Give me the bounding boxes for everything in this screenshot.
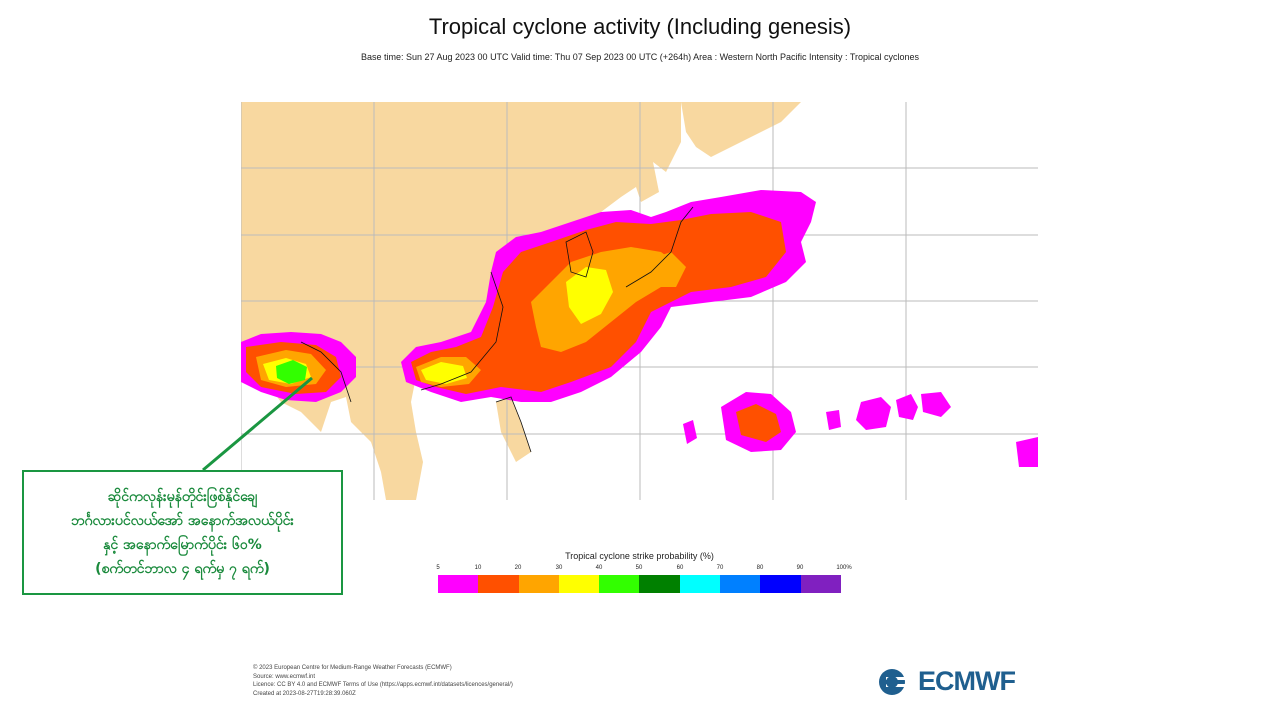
legend-tick: 90: [796, 565, 804, 571]
legend-tick: 5: [436, 565, 440, 571]
legend-swatch: [639, 575, 680, 593]
chart-subtitle: Base time: Sun 27 Aug 2023 00 UTC Valid …: [360, 52, 920, 62]
chart-title: Tropical cyclone activity (Including gen…: [428, 14, 852, 39]
legend-swatch: [599, 575, 640, 593]
land-northeast: [681, 102, 801, 157]
legend-tick: 80: [756, 565, 764, 571]
legend-swatch: [720, 575, 761, 593]
legend-tick: 100%: [836, 565, 852, 571]
annotation-line: နှင့် အနောက်မြောက်ပိုင်း ၆၀%: [103, 536, 262, 553]
ecmwf-logo-icon: [879, 668, 914, 695]
legend-title: Tropical cyclone strike probability (%): [565, 551, 714, 561]
legend-color-bar: [438, 575, 841, 593]
legend-tick: 30: [555, 565, 563, 571]
annotation-line: ဆိုင်ကလုန်းမုန်တိုင်းဖြစ်နိုင်ချေ: [107, 488, 258, 505]
legend-tick: 70: [716, 565, 724, 571]
legend-swatch: [760, 575, 801, 593]
legend-tick: 40: [595, 565, 603, 571]
legend-tick: 60: [676, 565, 684, 571]
ecmwf-logo: ECMWF: [878, 666, 1016, 697]
legend-tick: 20: [514, 565, 522, 571]
legend-ticks: 5 10 20 30 40 50 60 70 80 90 100%: [436, 565, 858, 575]
legend-swatch: [800, 575, 841, 593]
legend-swatch: [679, 575, 721, 593]
legend-tick: 10: [474, 565, 482, 571]
land-philippines: [496, 397, 531, 462]
legend-swatch: [518, 575, 559, 593]
probability-map: [241, 102, 1038, 500]
legend-swatch: [558, 575, 600, 593]
annotation-line: (စက်တင်ဘာလ ၄ ရက်မှ ၇ ရက်): [95, 560, 270, 577]
legend-swatch: [478, 575, 519, 593]
annotation-line: ဘင်္ဂလားပင်လယ်အော် အနောက်အလယ်ပိုင်း: [71, 512, 294, 529]
map-svg: [241, 102, 1038, 500]
legend-swatch: [438, 575, 479, 593]
footer-line: © 2023 European Centre for Medium-Range …: [253, 665, 452, 671]
footer-line: Source: www.ecmwf.int: [253, 673, 316, 680]
coastlines: [300, 206, 694, 453]
footer-line: Licence: CC BY 4.0 and ECMWF Terms of Us…: [253, 682, 513, 688]
footer-credits: © 2023 European Centre for Medium-Range …: [253, 664, 513, 698]
logo-text: ECMWF: [918, 666, 1016, 696]
annotation-box: ဆိုင်ကလုန်းမုန်တိုင်းဖြစ်နိုင်ချေ ဘင်္ဂလ…: [22, 470, 343, 595]
legend-tick: 50: [635, 565, 643, 571]
footer-line: Created at 2023-08-27T19:28:39.060Z: [253, 690, 356, 697]
